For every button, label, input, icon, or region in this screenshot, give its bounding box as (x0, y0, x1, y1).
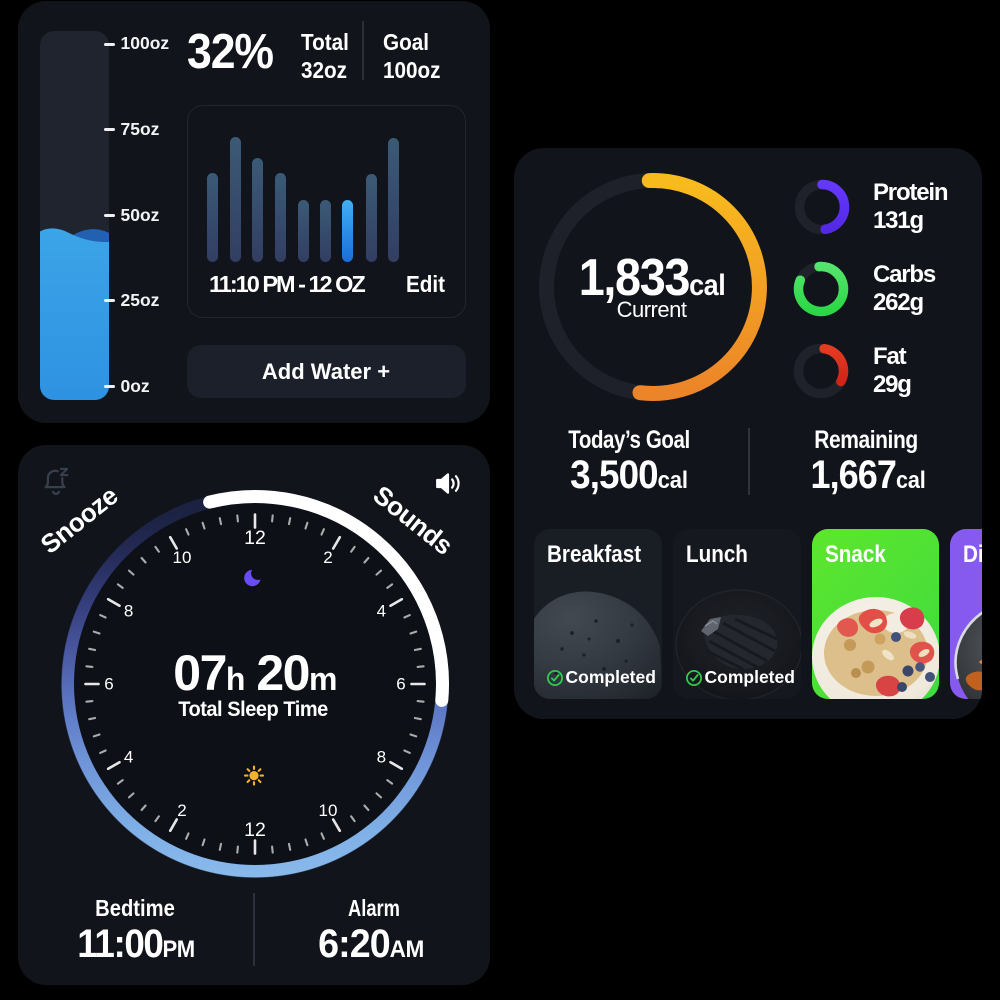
svg-text:4: 4 (376, 602, 385, 621)
svg-text:10: 10 (318, 801, 337, 820)
svg-text:4: 4 (123, 748, 132, 767)
svg-text:8: 8 (123, 602, 132, 621)
svg-text:12: 12 (244, 527, 266, 549)
svg-text:12: 12 (244, 819, 266, 841)
svg-text:2: 2 (177, 801, 186, 820)
svg-text:2: 2 (323, 548, 332, 567)
svg-text:10: 10 (172, 548, 191, 567)
svg-text:6: 6 (396, 675, 405, 694)
svg-text:8: 8 (376, 748, 385, 767)
svg-text:6: 6 (104, 675, 113, 694)
